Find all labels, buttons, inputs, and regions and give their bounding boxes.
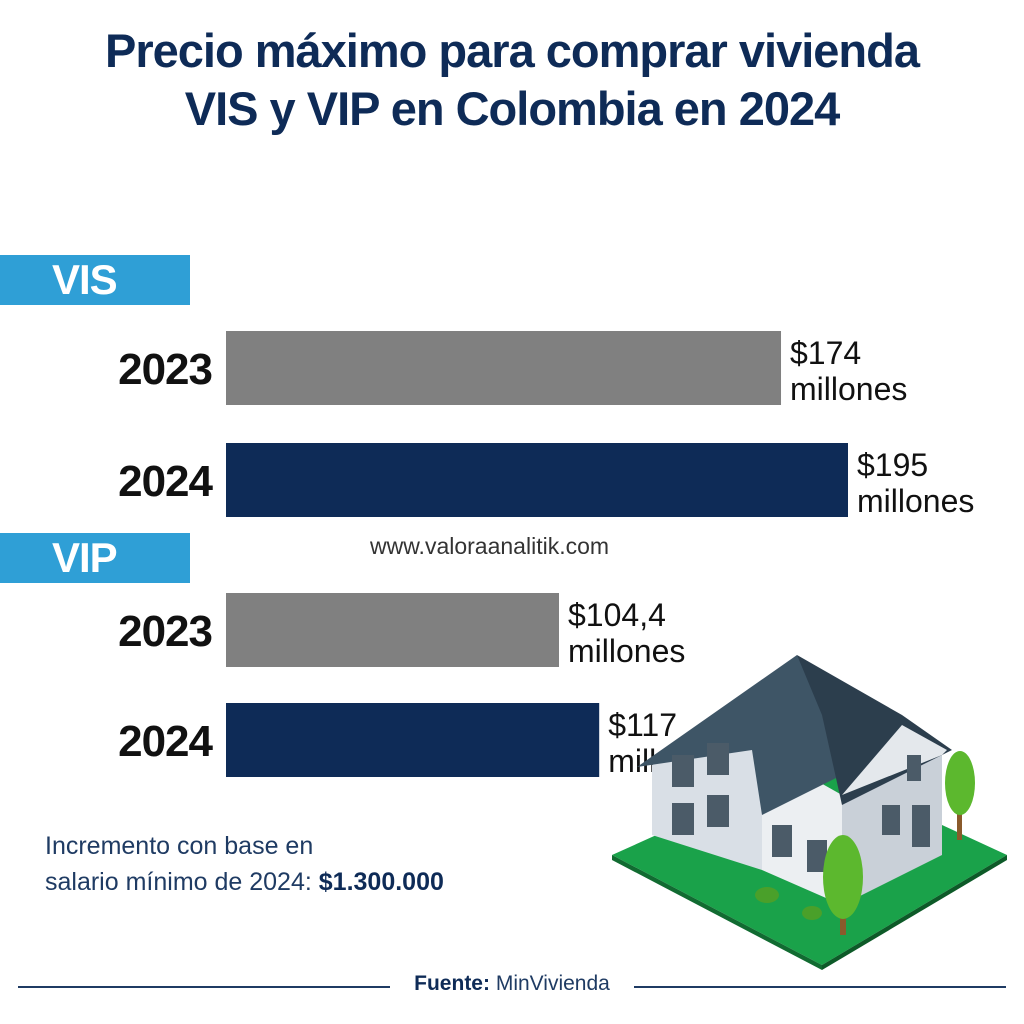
bar-vis-2024 [226, 443, 848, 517]
value-label-vip-2024: $117 [608, 707, 677, 743]
value-label-vis-2023: $174 [790, 335, 861, 371]
bush [755, 887, 779, 903]
minimum-wage-value: $1.300.000 [318, 868, 444, 896]
category-label-vis-2024: 2024 [118, 457, 213, 506]
house-window [707, 743, 729, 775]
bar-vis-2023 [226, 331, 782, 405]
value-unit-label-vis-2024: millones [857, 483, 974, 519]
source-divider-left [18, 986, 390, 988]
title-line-2: VIS y VIP en Colombia en 2024 [184, 82, 841, 135]
category-label-vip-2024: 2024 [118, 717, 213, 766]
house-door [912, 805, 930, 847]
source-divider-right [634, 986, 1006, 988]
footnote-line-2-prefix: salario mínimo de 2024: [45, 868, 319, 896]
house-window [672, 803, 694, 835]
tree-crown [945, 751, 975, 815]
bar-vip-2023 [226, 593, 560, 667]
source-value: MinVivienda [495, 972, 610, 995]
tree-trunk [957, 805, 962, 840]
source-line: Fuente: MinVivienda [0, 972, 1024, 996]
tree-crown [823, 835, 863, 919]
house-window [672, 755, 694, 787]
house-window [907, 755, 921, 781]
category-label-vip-2023: 2023 [118, 607, 212, 656]
house-illustration [612, 655, 1007, 970]
footnote-line-1: Incremento con base en [45, 832, 314, 860]
lawn-edge [612, 855, 822, 970]
value-label-vip-2023: $104,4 [568, 597, 666, 633]
watermark-url: www.valoraanalitik.com [370, 533, 610, 559]
bush [802, 906, 822, 920]
footnote: Incremento con base en salario mínimo de… [45, 828, 444, 900]
house-window [882, 805, 900, 835]
section-tab-vis: VIS [0, 255, 190, 305]
bar-vip-2024 [226, 703, 600, 777]
value-label-vis-2024: $195 [857, 447, 928, 483]
footnote-line-2: salario mínimo de 2024: $1.300.000 [45, 864, 444, 900]
house-window [807, 840, 827, 872]
value-unit-label-vip-2023: millones [568, 633, 685, 669]
category-label-vis-2023: 2023 [118, 345, 212, 394]
title-line-1: Precio máximo para comprar vivienda [105, 24, 920, 77]
chart-title: Precio máximo para comprar vivienda VIS … [0, 22, 1024, 138]
value-unit-label-vis-2023: millones [790, 371, 907, 407]
house-window [707, 795, 729, 827]
lawn-edge-right [822, 855, 1007, 970]
source-label: Fuente: [414, 972, 490, 995]
house-roof-left [637, 655, 862, 815]
section-tab-vip: VIP [0, 533, 190, 583]
house-window [772, 825, 792, 857]
house-gable [842, 725, 947, 795]
